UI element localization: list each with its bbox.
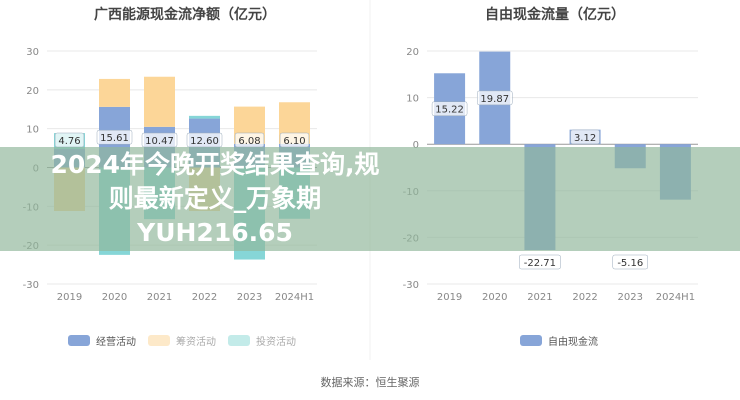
left-legend: 经营活动 筹资活动 投资活动 <box>68 333 296 348</box>
legend-swatch-investing <box>228 335 250 346</box>
x-tick-label: 2023 <box>618 292 643 303</box>
y-tick-label: 30 <box>26 47 39 58</box>
data-label: 19.87 <box>480 94 509 105</box>
data-label: -5.16 <box>617 258 643 269</box>
banner-line1: 2024年今晚开奖结果查询,规则最新定义_万象期 <box>50 150 380 213</box>
data-label: 3.12 <box>574 133 596 144</box>
data-label-bg <box>570 129 600 145</box>
y-tick-label: 20 <box>26 86 39 97</box>
data-label: 6.08 <box>238 136 260 147</box>
y-tick-label: -30 <box>23 280 39 291</box>
x-tick-label: 2024H1 <box>656 292 695 303</box>
overlay-banner: 2024年今晚开奖结果查询,规则最新定义_万象期 YUH216.65 <box>0 147 740 251</box>
legend-label-operating[interactable]: 经营活动 <box>96 337 136 348</box>
left-chart-title: 广西能源现金流净额（亿元） <box>94 7 276 23</box>
data-label-bg <box>519 254 561 270</box>
right-legend: 自由现金流 <box>520 333 598 348</box>
y-tick-label: -30 <box>403 280 419 291</box>
x-tick-label: 2020 <box>102 292 127 303</box>
right-chart-title: 自由现金流量（亿元） <box>485 7 625 23</box>
x-tick-label: 2020 <box>482 292 507 303</box>
x-tick-label: 2019 <box>57 292 82 303</box>
bar-筹资活动-2021 <box>144 76 175 127</box>
banner-line2: YUH216.65 <box>137 218 293 247</box>
banner-text: 2024年今晚开奖结果查询,规则最新定义_万象期 YUH216.65 <box>50 148 380 250</box>
y-tick-label: 10 <box>26 125 39 136</box>
legend-swatch-financing <box>148 335 170 346</box>
data-label: 15.22 <box>435 105 464 116</box>
x-tick-label: 2021 <box>147 292 172 303</box>
data-label-bg <box>96 129 133 145</box>
legend-swatch-operating <box>68 335 90 346</box>
x-tick-label: 2022 <box>572 292 597 303</box>
data-label-bg <box>431 101 468 116</box>
legend-swatch-fcf <box>520 335 542 346</box>
bar-筹资活动-2020 <box>99 78 130 107</box>
data-label-bg <box>612 254 648 270</box>
data-label: -22.71 <box>524 258 556 269</box>
x-tick-label: 2019 <box>437 292 462 303</box>
y-tick-label: 10 <box>406 94 419 105</box>
x-tick-label: 2023 <box>237 292 262 303</box>
data-label-bg <box>477 90 513 106</box>
legend-label-investing[interactable]: 投资活动 <box>256 337 296 348</box>
data-label: 15.61 <box>100 133 129 144</box>
x-tick-label: 2022 <box>192 292 217 303</box>
data-source: 数据来源：恒生聚源 <box>320 376 420 389</box>
data-label: 4.76 <box>58 136 80 147</box>
data-label: 10.47 <box>145 136 174 147</box>
x-tick-label: 2021 <box>527 292 552 303</box>
y-tick-label: 0 <box>413 140 419 151</box>
bar-投资活动-2022 <box>189 115 220 119</box>
legend-label-fcf[interactable]: 自由现金流 <box>548 337 598 348</box>
data-label: 6.10 <box>283 136 305 147</box>
y-tick-label: 20 <box>406 47 419 58</box>
legend-label-financing[interactable]: 筹资活动 <box>176 337 216 348</box>
x-tick-label: 2024H1 <box>275 292 314 303</box>
data-label: 12.60 <box>190 136 219 147</box>
